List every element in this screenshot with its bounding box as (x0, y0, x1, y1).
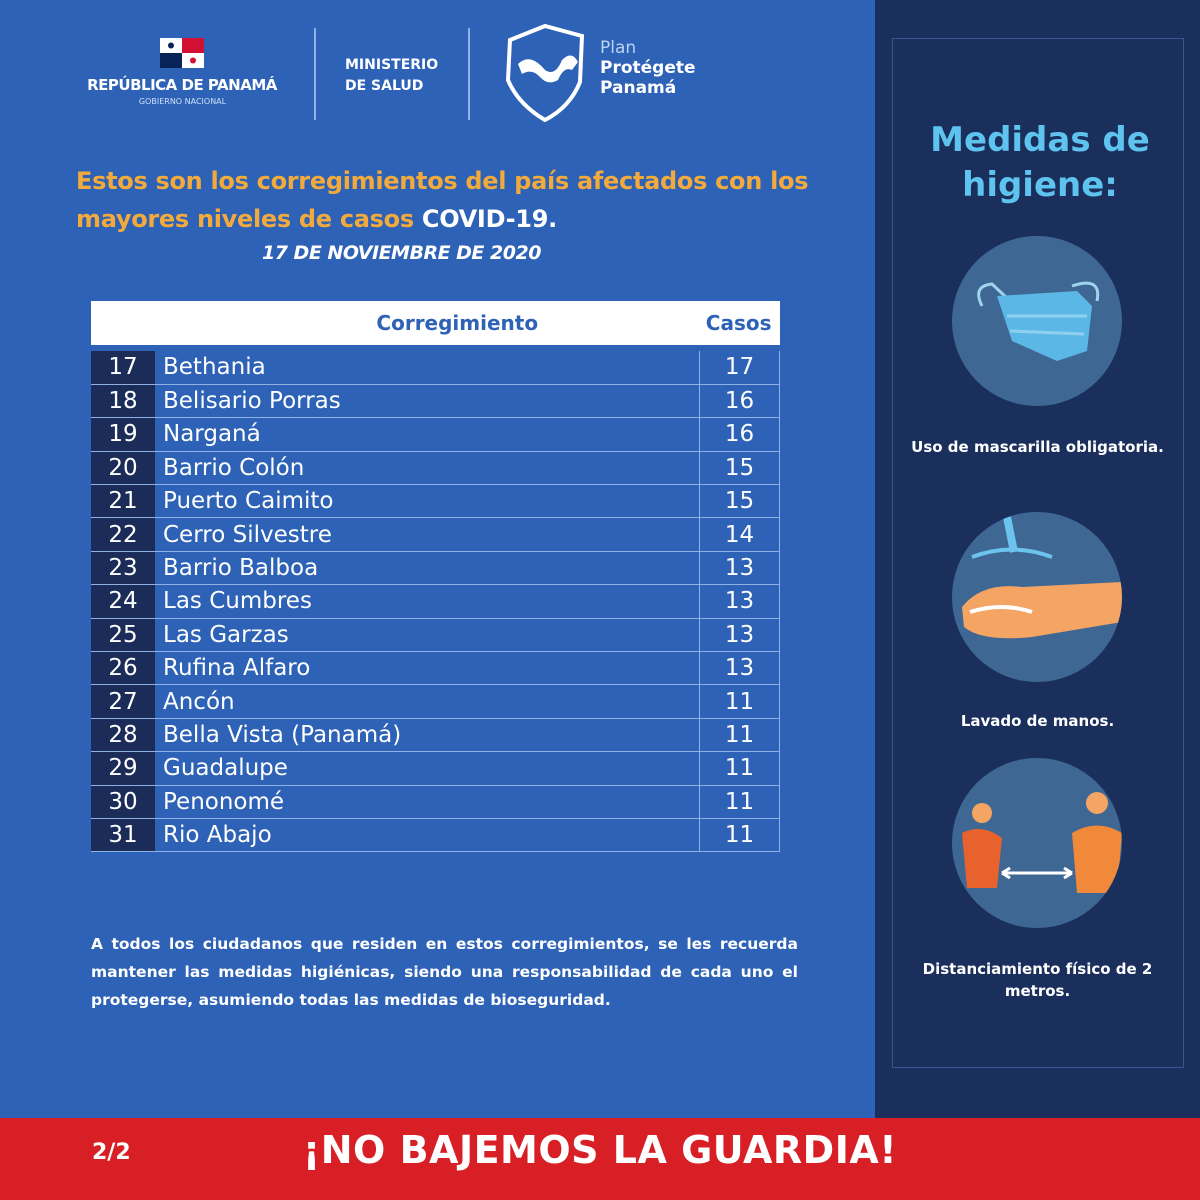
corregimiento-cell: Cerro Silvestre (155, 517, 700, 552)
rank-cell: 26 (91, 651, 155, 686)
header-rank (91, 301, 155, 345)
hand-washing-icon (952, 512, 1122, 682)
corregimiento-cell: Las Cumbres (155, 584, 700, 619)
page-indicator: 2/2 (92, 1140, 131, 1165)
rank-cell: 29 (91, 751, 155, 786)
table-row: 28 Bella Vista (Panamá) 11 (91, 718, 780, 753)
rank-cell: 17 (91, 351, 155, 385)
table-row: 18 Belisario Porras 16 (91, 384, 780, 419)
government-name: REPÚBLICA DE PANAMÁ (87, 76, 277, 94)
table-row: 25 Las Garzas 13 (91, 618, 780, 653)
table-row: 26 Rufina Alfaro 13 (91, 651, 780, 686)
slogan: ¡NO BAJEMOS LA GUARDIA! (302, 1128, 898, 1172)
rank-cell: 24 (91, 584, 155, 619)
cases-cell: 15 (699, 451, 780, 486)
cases-cell: 14 (699, 517, 780, 552)
header-corregimiento: Corregimiento (155, 301, 700, 345)
table-row: 30 Penonomé 11 (91, 785, 780, 819)
table-row: 19 Narganá 16 (91, 417, 780, 452)
cases-cell: 13 (699, 618, 780, 653)
cases-table: Corregimiento Casos 17 Bethania 17 18 Belisa… (91, 301, 780, 853)
corregimiento-cell: Puerto Caimito (155, 484, 700, 519)
page-title: Estos son los corregimientos del país af… (76, 162, 816, 238)
corregimiento-cell: Rufina Alfaro (155, 651, 700, 686)
table-row: 31 Rio Abajo 11 (91, 818, 780, 853)
table-header: Corregimiento Casos (91, 301, 780, 345)
table-row: 17 Bethania 17 (91, 351, 780, 385)
plan-logo-text: Plan Protégete Panamá (600, 38, 696, 98)
caption-mask: Uso de mascarilla obligatoria. (911, 438, 1164, 456)
hygiene-heading: Medidas de higiene: (930, 120, 1150, 205)
rank-cell: 28 (91, 718, 155, 753)
rank-cell: 20 (91, 451, 155, 486)
cases-cell: 11 (699, 718, 780, 753)
advisory-paragraph: A todos los ciudadanos que residen en es… (91, 935, 798, 1009)
cases-cell: 16 (699, 384, 780, 419)
ministry-line: DE SALUD (345, 78, 424, 94)
rank-cell: 19 (91, 417, 155, 452)
rank-cell: 25 (91, 618, 155, 653)
corregimiento-cell: Rio Abajo (155, 818, 700, 853)
cases-cell: 11 (699, 751, 780, 786)
table-row: 27 Ancón 11 (91, 684, 780, 719)
table-row: 29 Guadalupe 11 (91, 751, 780, 786)
table-row: 21 Puerto Caimito 15 (91, 484, 780, 519)
corregimiento-cell: Las Garzas (155, 618, 700, 653)
shield-map-icon (505, 23, 585, 122)
table-row: 22 Cerro Silvestre 14 (91, 517, 780, 552)
corregimiento-cell: Barrio Colón (155, 451, 700, 486)
caption-distance: Distanciamiento físico de 2 metros. (922, 960, 1153, 1000)
header-casos: Casos (699, 301, 780, 345)
government-subtitle: GOBIERNO NACIONAL (138, 97, 227, 106)
corregimiento-cell: Ancón (155, 684, 700, 719)
plan-line: Plan (600, 38, 637, 58)
cases-cell: 11 (699, 684, 780, 719)
divider (314, 28, 316, 120)
face-mask-icon (952, 236, 1122, 406)
corregimiento-cell: Narganá (155, 417, 700, 452)
report-date: 17 DE NOVIEMBRE DE 2020 (262, 242, 541, 264)
rank-cell: 21 (91, 484, 155, 519)
ministry-line: MINISTERIO (345, 57, 439, 73)
title-orange: Estos son los corregimientos del país af… (76, 167, 809, 233)
ministry-logo: MINISTERIO DE SALUD (345, 55, 438, 97)
rank-cell: 27 (91, 684, 155, 719)
cases-cell: 16 (699, 417, 780, 452)
panama-flag-icon (160, 38, 204, 68)
rank-cell: 31 (91, 818, 155, 853)
table-row: 20 Barrio Colón 15 (91, 451, 780, 486)
cases-cell: 17 (699, 351, 780, 385)
corregimiento-cell: Bethania (155, 351, 700, 385)
corregimiento-cell: Guadalupe (155, 751, 700, 786)
cases-cell: 13 (699, 651, 780, 686)
rank-cell: 30 (91, 785, 155, 819)
corregimiento-cell: Belisario Porras (155, 384, 700, 419)
corregimiento-cell: Penonomé (155, 785, 700, 819)
rank-cell: 22 (91, 517, 155, 552)
title-white: COVID-19. (421, 205, 557, 233)
rank-cell: 18 (91, 384, 155, 419)
table-row: 23 Barrio Balboa 13 (91, 551, 780, 586)
footer-banner (0, 1118, 1200, 1200)
plan-line: Panamá (600, 78, 677, 98)
corregimiento-cell: Bella Vista (Panamá) (155, 718, 700, 753)
divider (468, 28, 470, 120)
corregimiento-cell: Barrio Balboa (155, 551, 700, 586)
cases-cell: 13 (699, 551, 780, 586)
rank-cell: 23 (91, 551, 155, 586)
table-row: 24 Las Cumbres 13 (91, 584, 780, 619)
cases-cell: 13 (699, 584, 780, 619)
cases-cell: 11 (699, 818, 780, 853)
hygiene-frame (892, 38, 1184, 1068)
cases-cell: 15 (699, 484, 780, 519)
caption-handwashing: Lavado de manos. (960, 712, 1115, 730)
plan-line: Protégete (600, 58, 696, 78)
social-distance-icon (952, 758, 1122, 928)
cases-cell: 11 (699, 785, 780, 819)
